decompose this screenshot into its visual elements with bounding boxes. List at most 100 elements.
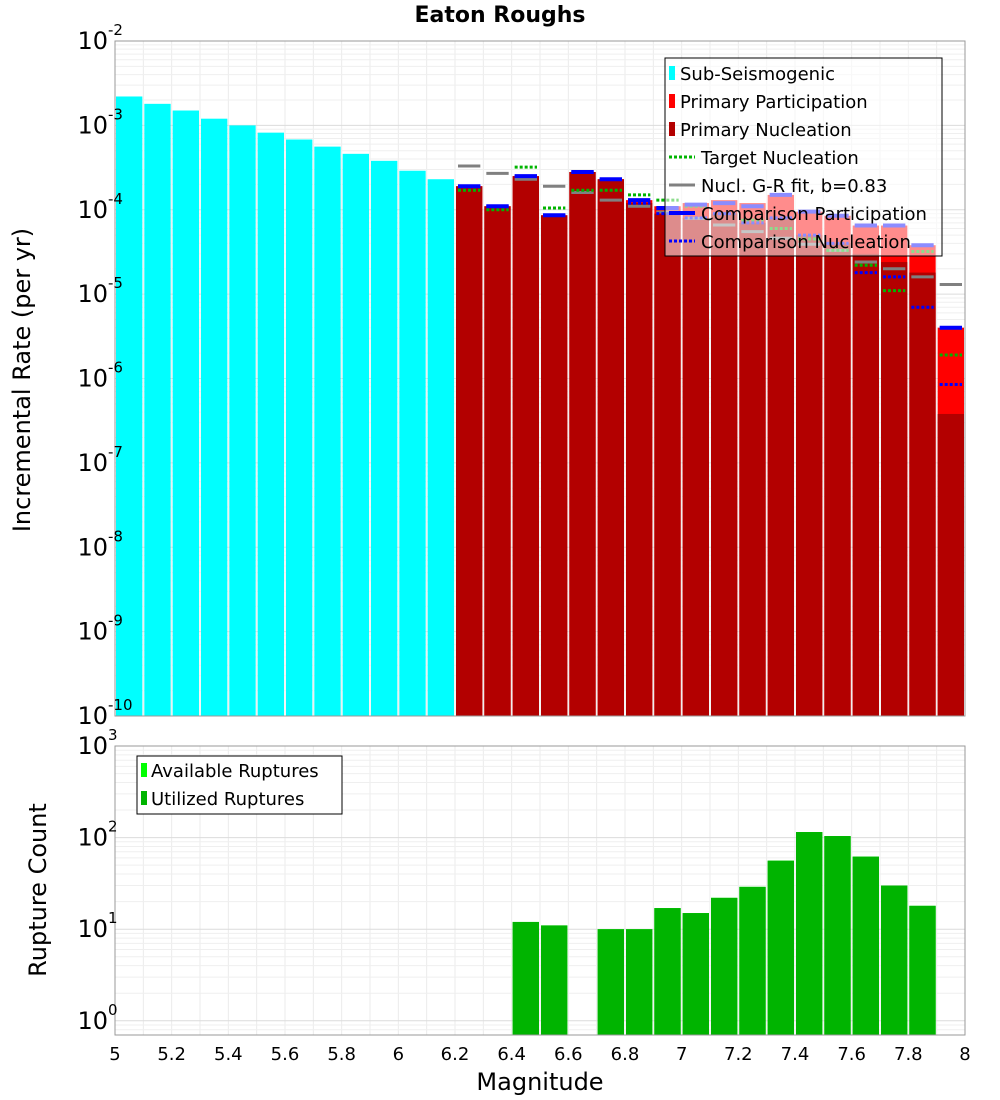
x-tick-label: 7.2	[724, 1044, 753, 1065]
primary-nucleation-bar	[597, 179, 624, 716]
chart-title: Eaton Roughs	[414, 3, 585, 28]
x-tick-label: 6.4	[497, 1044, 526, 1065]
top-y-tick-exponent: -10	[108, 696, 133, 714]
sub-seismogenic-bar	[427, 179, 454, 716]
utilized-ruptures-bar	[852, 856, 879, 1035]
primary-nucleation-bar	[937, 413, 964, 716]
bottom-y-tick-exponent: 2	[108, 818, 118, 836]
sub-seismogenic-bar	[371, 160, 398, 717]
primary-nucleation-bar	[569, 172, 596, 716]
utilized-ruptures-bar	[824, 836, 851, 1035]
top-y-tick-base: 10	[77, 449, 108, 477]
primary-nucleation-bar	[767, 217, 794, 716]
legend-label-5: Comparison Participation	[701, 204, 927, 225]
sub-seismogenic-bar	[314, 146, 341, 716]
sub-seismogenic-bar	[257, 132, 284, 716]
primary-nucleation-bar	[682, 217, 709, 716]
top-y-tick-base: 10	[77, 280, 108, 308]
top-y-tick-base: 10	[77, 702, 108, 730]
top-y-tick-exponent: -4	[108, 190, 123, 208]
sub-seismogenic-bar	[201, 118, 228, 716]
utilized-ruptures-bar	[881, 885, 908, 1035]
primary-nucleation-bar	[654, 213, 681, 717]
bottom-y-tick-exponent: 0	[108, 1001, 118, 1019]
x-tick-label: 8	[959, 1044, 970, 1065]
sub-seismogenic-bar	[229, 125, 256, 716]
legend-swatch-1	[669, 94, 675, 108]
top-y-tick-exponent: -6	[108, 359, 123, 377]
legend-label-2: Primary Nucleation	[680, 120, 852, 141]
x-tick-label: 5.8	[327, 1044, 356, 1065]
top-y-tick-base: 10	[77, 111, 108, 139]
legend-label-0: Sub-Seismogenic	[680, 64, 835, 85]
bottom-y-tick-base: 10	[77, 1007, 108, 1035]
sub-seismogenic-bar	[342, 153, 369, 716]
primary-nucleation-bar	[711, 213, 738, 717]
utilized-ruptures-bar	[597, 929, 624, 1035]
top-y-tick-exponent: -2	[108, 21, 123, 39]
top-y-tick-exponent: -7	[108, 443, 123, 461]
primary-nucleation-bar	[512, 176, 539, 716]
primary-nucleation-bar	[796, 235, 823, 716]
utilized-ruptures-bar	[654, 908, 681, 1035]
x-tick-label: 5.2	[157, 1044, 186, 1065]
x-tick-label: 5.6	[271, 1044, 300, 1065]
bottom-y-axis-label: Rupture Count	[24, 803, 52, 977]
top-y-tick-exponent: -8	[108, 527, 123, 545]
bottom-legend: Available Ruptures Utilized Ruptures	[136, 755, 343, 815]
legend-swatch-0	[669, 66, 675, 80]
bottom-legend-label-0: Available Ruptures	[151, 761, 319, 782]
x-tick-label: 6.6	[554, 1044, 583, 1065]
utilized-ruptures-bar	[796, 832, 823, 1035]
utilized-ruptures-bar	[739, 886, 766, 1035]
x-tick-label: 6	[393, 1044, 404, 1065]
top-y-axis-label: Incremental Rate (per yr)	[8, 228, 36, 532]
top-y-tick-base: 10	[77, 533, 108, 561]
primary-nucleation-bar	[909, 272, 936, 716]
bottom-legend-swatch-0	[141, 763, 147, 777]
utilized-ruptures-bar	[711, 897, 738, 1035]
legend-label-6: Comparison Nucleation	[701, 232, 911, 253]
primary-nucleation-bar	[824, 243, 851, 717]
bottom-y-tick-base: 10	[77, 915, 108, 943]
utilized-ruptures-bar	[767, 860, 794, 1035]
top-plot-border	[114, 40, 966, 717]
top-y-tick-base: 10	[77, 27, 108, 55]
bottom-y-tick-base: 10	[77, 732, 108, 760]
primary-nucleation-bar	[484, 206, 511, 716]
legend-swatch-2	[669, 122, 675, 136]
top-y-tick-base: 10	[77, 196, 108, 224]
primary-nucleation-bar	[739, 222, 766, 716]
bottom-legend-box	[136, 755, 343, 815]
top-y-tick-base: 10	[77, 365, 108, 393]
bottom-y-tick-exponent: 3	[108, 726, 118, 744]
top-y-tick-base: 10	[77, 618, 108, 646]
legend-label-4: Nucl. G-R fit, b=0.83	[701, 176, 887, 197]
x-tick-label: 7.8	[894, 1044, 923, 1065]
x-tick-label: 5	[109, 1044, 120, 1065]
legend-label-1: Primary Participation	[680, 92, 868, 113]
top-legend-box	[664, 57, 943, 257]
top-y-tick-exponent: -9	[108, 612, 123, 630]
utilized-ruptures-bar	[541, 925, 568, 1035]
primary-nucleation-bar	[541, 215, 568, 717]
top-y-tick-exponent: -5	[108, 274, 123, 292]
x-tick-label: 5.4	[214, 1044, 243, 1065]
utilized-ruptures-bar	[626, 929, 653, 1035]
primary-nucleation-bar	[626, 203, 653, 716]
top-legend: Sub-Seismogenic Primary Participation Prim…	[664, 57, 943, 257]
bottom-legend-label-1: Utilized Ruptures	[151, 789, 304, 810]
utilized-ruptures-bar	[682, 913, 709, 1035]
x-tick-label: 7	[676, 1044, 687, 1065]
x-tick-label: 6.8	[611, 1044, 640, 1065]
bottom-plot-border	[114, 745, 966, 1036]
bottom-y-tick-exponent: 1	[108, 909, 118, 927]
legend-label-3: Target Nucleation	[700, 148, 859, 169]
x-tick-label: 6.2	[441, 1044, 470, 1065]
sub-seismogenic-bar	[286, 139, 313, 716]
sub-seismogenic-bar	[399, 170, 426, 716]
primary-nucleation-bar	[852, 253, 879, 716]
